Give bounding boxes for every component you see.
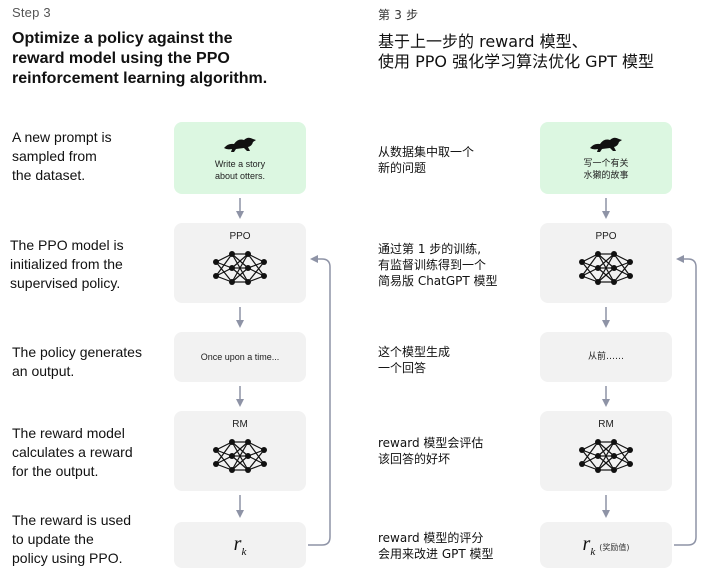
ppo-box-cn: PPO — [540, 223, 672, 303]
rm-box-en: RM — [174, 411, 306, 491]
ppo-box-en: PPO — [174, 223, 306, 303]
desc-line: for the output. — [12, 463, 99, 479]
desc-line: 一个回答 — [378, 361, 427, 375]
prompt-text-line: 写一个有关 — [583, 159, 629, 169]
desc-line: 这个模型生成 — [378, 345, 451, 359]
desc-line: 通过第 1 步的训练, — [378, 242, 482, 256]
desc-line: The policy generates — [12, 344, 142, 360]
neural-network-icon — [213, 439, 267, 473]
otter-icon — [590, 137, 622, 152]
reward-group: rk (奖励值) — [583, 533, 630, 558]
desc-line: supervised policy. — [10, 275, 121, 291]
step-label-en: Step 3 — [12, 5, 51, 20]
prompt-text-line: Write a story — [214, 159, 266, 169]
desc-line: 新的问题 — [378, 161, 427, 175]
rm-label: RM — [232, 419, 248, 430]
prompt-text-line: about otters. — [214, 171, 266, 181]
desc-line: The PPO model is — [10, 237, 124, 253]
desc-line: 从数据集中取一个 — [378, 145, 475, 159]
desc-line: an output. — [12, 363, 75, 379]
prompt-box-cn: 写一个有关 水獭的故事 — [540, 122, 672, 194]
title-en-line: reinforcement learning algorithm. — [12, 70, 268, 87]
desc-line: The reward model — [12, 425, 125, 441]
desc-line: calculates a reward — [12, 444, 133, 460]
desc-output-en: The policy generates an output. — [12, 343, 142, 381]
feedback-arrow — [308, 255, 331, 546]
reward-symbol: rk — [583, 533, 596, 558]
title-cn-line: 基于上一步的 reward 模型、 — [378, 32, 588, 51]
prompt-text-line: 水獭的故事 — [583, 171, 629, 181]
desc-line: the dataset. — [12, 167, 86, 183]
reward-symbol: rk — [234, 533, 247, 558]
otter-icon — [224, 137, 256, 152]
desc-line: 有监督训练得到一个 — [378, 258, 487, 272]
title-cn-line: 使用 PPO 强化学习算法优化 GPT 模型 — [378, 52, 655, 71]
title-en-line: Optimize a policy against the — [12, 30, 233, 47]
rm-box-cn: RM — [540, 411, 672, 491]
reward-box-en: rk — [174, 522, 306, 568]
reward-r: r — [233, 532, 242, 555]
desc-line: 会用来改进 GPT 模型 — [378, 547, 494, 561]
prompt-box-en: Write a story about otters. — [174, 122, 306, 194]
neural-network-icon — [213, 251, 267, 285]
desc-line: initialized from the — [10, 256, 123, 272]
desc-update-en: The reward is used to update the policy … — [12, 511, 131, 568]
title-en: Optimize a policy against the reward mod… — [12, 29, 267, 89]
step-label-cn: 第 3 步 — [378, 8, 419, 22]
reward-box-cn: rk (奖励值) — [540, 522, 672, 568]
reward-subscript: k — [241, 545, 247, 558]
output-box-cn: 从前…… — [540, 332, 672, 382]
ppo-label: PPO — [595, 231, 617, 242]
output-box-en: Once upon a time... — [174, 332, 306, 382]
output-text: 从前…… — [587, 352, 624, 362]
desc-line: A new prompt is — [12, 129, 112, 145]
desc-line: 该回答的好坏 — [378, 452, 451, 466]
ppo-label: PPO — [229, 231, 251, 242]
desc-line: The reward is used — [12, 512, 132, 528]
desc-rm-cn: reward 模型会评估 该回答的好坏 — [378, 435, 483, 467]
desc-line: reward 模型会评估 — [378, 436, 484, 450]
title-en-line: reward model using the PPO — [12, 50, 230, 67]
desc-ppo-cn: 通过第 1 步的训练, 有监督训练得到一个 简易版 ChatGPT 模型 — [378, 241, 498, 289]
feedback-arrow — [674, 255, 697, 546]
reward-subscript: k — [590, 545, 596, 558]
neural-network-icon — [579, 251, 633, 285]
desc-prompt-cn: 从数据集中取一个 新的问题 — [378, 144, 474, 176]
desc-line: to update the — [12, 531, 94, 547]
desc-update-cn: reward 模型的评分 会用来改进 GPT 模型 — [378, 530, 494, 562]
desc-ppo-en: The PPO model is initialized from the su… — [10, 236, 124, 293]
reward-r: r — [582, 532, 591, 555]
desc-line: 简易版 ChatGPT 模型 — [378, 274, 498, 288]
desc-rm-en: The reward model calculates a reward for… — [12, 424, 133, 481]
output-text: Once upon a time... — [200, 352, 280, 362]
desc-output-cn: 这个模型生成 一个回答 — [378, 344, 450, 376]
title-cn: 基于上一步的 reward 模型、 使用 PPO 强化学习算法优化 GPT 模型 — [378, 32, 654, 72]
rm-label: RM — [598, 419, 614, 430]
desc-line: reward 模型的评分 — [378, 531, 484, 545]
desc-prompt-en: A new prompt is sampled from the dataset… — [12, 128, 112, 185]
neural-network-icon — [579, 439, 633, 473]
desc-line: sampled from — [12, 148, 97, 164]
desc-line: policy using PPO. — [12, 550, 123, 566]
reward-note: (奖励值) — [599, 542, 630, 552]
